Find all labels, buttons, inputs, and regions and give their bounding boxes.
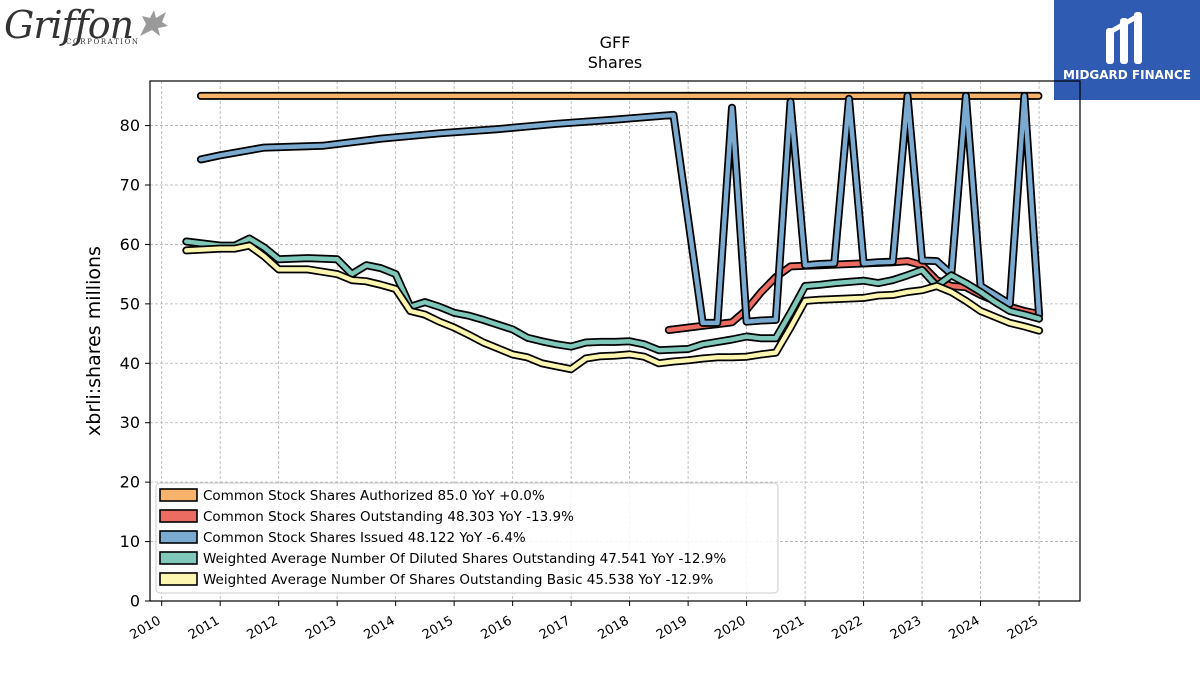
legend: Common Stock Shares Authorized 85.0 YoY …: [155, 482, 779, 594]
legend-swatch: [159, 572, 198, 586]
x-tick-label: 2024: [946, 613, 982, 643]
legend-entry: Weighted Average Number Of Shares Outsta…: [203, 572, 714, 588]
series-layer: [182, 91, 1044, 374]
y-tick-label: 30: [120, 413, 140, 432]
series-4: [182, 241, 1044, 374]
chart-subtitle: Shares: [588, 53, 643, 72]
series-line: [184, 243, 1042, 372]
legend-swatch: [159, 551, 198, 565]
legend-entry: Common Stock Shares Issued 48.122 YoY -6…: [203, 530, 526, 546]
x-tick-label: 2015: [420, 613, 456, 643]
legend-box: [155, 482, 779, 594]
y-tick-label: 70: [120, 176, 140, 195]
midgard-mark-icon: [1106, 12, 1142, 64]
x-tick-label: 2014: [362, 613, 398, 643]
y-tick-label: 50: [120, 294, 140, 313]
legend-swatch: [159, 488, 198, 502]
y-tick-label: 80: [120, 116, 140, 135]
x-tick-label: 2018: [595, 613, 631, 643]
x-tick-label: 2017: [537, 613, 573, 643]
griffon-logo: Griffon CORPORATION: [4, 2, 174, 48]
chart-title: GFF: [600, 33, 631, 52]
y-axis-label: xbrli:shares millions: [83, 246, 105, 436]
legend-entry: Common Stock Shares Outstanding 48.303 Y…: [203, 509, 574, 525]
x-axis: 2010 2011 2012 2013 2014 2015 2016 2017 2018 2019…: [128, 601, 1041, 643]
y-axis: 0 10 20 30 40 50 60 70 80: [120, 116, 150, 611]
x-tick-label: 2025: [1005, 613, 1041, 643]
midgard-logo-text: MIDGARD FINANCE: [1063, 68, 1191, 82]
x-tick-label: 2021: [771, 613, 807, 643]
x-tick-label: 2011: [186, 613, 222, 643]
x-tick-label: 2022: [829, 613, 865, 643]
y-tick-label: 0: [130, 592, 140, 611]
series-line: [198, 93, 1042, 326]
x-tick-label: 2010: [128, 613, 164, 643]
y-tick-label: 40: [120, 354, 140, 373]
legend-swatch: [159, 509, 198, 523]
x-tick-label: 2013: [303, 613, 339, 643]
griffin-icon: [140, 10, 168, 36]
legend-swatch: [159, 530, 198, 544]
legend-entry: Common Stock Shares Authorized 85.0 YoY …: [203, 488, 545, 504]
x-tick-label: 2023: [888, 613, 924, 643]
x-tick-label: 2016: [478, 613, 514, 643]
x-tick-label: 2019: [654, 613, 690, 643]
midgard-finance-logo: MIDGARD FINANCE: [1054, 0, 1200, 100]
y-tick-label: 10: [120, 532, 140, 551]
series-line: [184, 236, 1042, 353]
griffon-logo-wordmark: Griffon: [4, 3, 134, 47]
y-tick-label: 60: [120, 235, 140, 254]
plot-frame: [149, 80, 1081, 602]
y-tick-label: 20: [120, 473, 140, 492]
x-tick-label: 2020: [712, 613, 748, 643]
series-2: [196, 91, 1044, 327]
griffon-logo-subtitle: CORPORATION: [66, 38, 140, 46]
legend-entry: Weighted Average Number Of Diluted Share…: [203, 551, 726, 567]
series-3: [182, 234, 1044, 355]
x-tick-label: 2012: [245, 613, 281, 643]
